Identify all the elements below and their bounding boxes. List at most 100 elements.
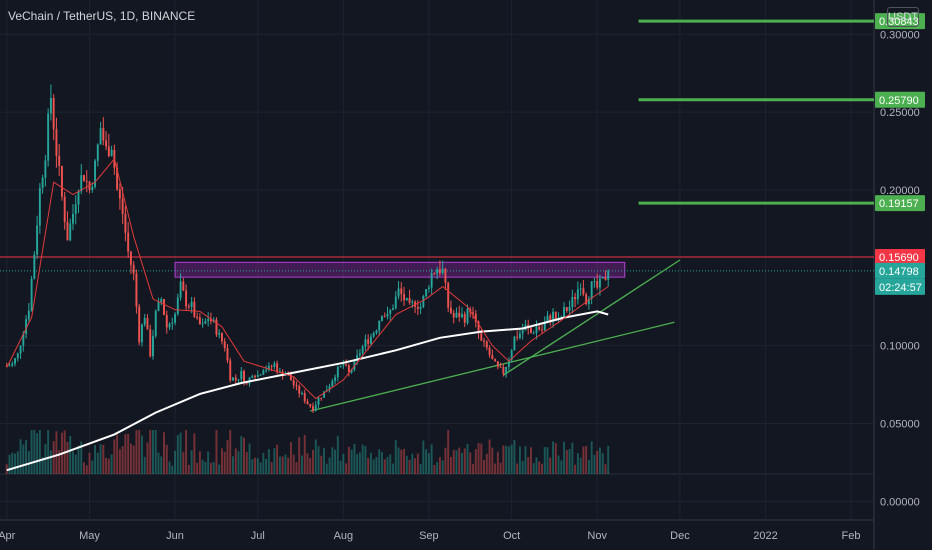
volume-bar (331, 447, 334, 474)
candle-body (49, 98, 52, 114)
candle-body (582, 288, 585, 295)
candle-body (94, 160, 97, 187)
candle-body (196, 316, 199, 318)
candle-body (259, 374, 262, 376)
candle-body (85, 180, 88, 182)
volume-bar (124, 434, 127, 474)
volume-bar (323, 447, 326, 474)
candle-body (427, 287, 430, 290)
volume-bar (160, 456, 163, 474)
time-axis[interactable]: Apr May Jun Jul Aug Sep Oct Nov Dec 2022 Feb (0, 530, 860, 542)
volume-bar (458, 447, 461, 474)
candle-body (472, 312, 474, 314)
candle-body (438, 269, 441, 274)
candle-body (529, 328, 532, 333)
volume-bar (546, 447, 549, 474)
candle-body (549, 315, 552, 321)
volume-bar (394, 439, 397, 474)
volume-bar (524, 446, 527, 474)
volume-bar (135, 430, 138, 474)
volume-bar (127, 433, 130, 474)
candle-body (270, 365, 273, 367)
volume-bar (69, 435, 72, 474)
volume-bar (209, 462, 212, 474)
volume-bar (198, 451, 201, 474)
candle-body (118, 189, 121, 199)
candle-body (179, 281, 182, 298)
candle-body (532, 332, 535, 334)
y-tick-label: 0.25000 (880, 107, 920, 119)
trendline (310, 321, 675, 412)
candle-body (187, 306, 190, 308)
candle-body (163, 299, 165, 315)
volume-bar (505, 445, 508, 474)
volume-bar (83, 462, 85, 474)
volume-bar (96, 452, 99, 474)
candle-body (72, 214, 74, 224)
volume-bar (91, 460, 94, 474)
candle-body (516, 336, 519, 338)
candle-body (587, 298, 590, 305)
candle-body (218, 333, 221, 335)
volume-bar (36, 433, 39, 474)
candle-body (408, 297, 411, 303)
candle-body (314, 404, 317, 411)
volume-bar (85, 465, 88, 474)
candle-body (552, 311, 554, 321)
horizontal-levels-layer (0, 19, 874, 272)
candle-body (58, 155, 61, 166)
price-tags: 0.308430.257900.191570.156900.1479802:24… (875, 13, 925, 295)
candle-body (356, 355, 359, 361)
volume-bar (154, 430, 157, 474)
volume-bar (455, 450, 458, 474)
volume-bar (30, 430, 33, 474)
volume-bar (278, 456, 281, 474)
candle-body (496, 361, 499, 367)
volume-bar (353, 443, 356, 474)
volume-bar (77, 445, 80, 474)
candle-body (466, 308, 469, 323)
countdown-tag: 02:24:57 (879, 282, 922, 294)
candle-body (447, 282, 450, 308)
volume-bar (129, 443, 132, 474)
volume-bar (306, 453, 309, 474)
volume-bar (143, 456, 146, 474)
candle-body (102, 128, 105, 141)
candle-body (124, 214, 127, 233)
candle-body (383, 316, 386, 318)
candle-body (243, 370, 245, 383)
candle-body (596, 281, 599, 288)
volume-bar (240, 436, 243, 474)
volume-bar (276, 444, 279, 474)
volume-bar (466, 443, 469, 474)
candle-body (433, 273, 436, 275)
price-axis[interactable]: 0.30000 0.25000 0.20000 0.10000 0.05000 0.000… (880, 29, 920, 508)
candle-body (132, 264, 135, 274)
candle-body (229, 360, 232, 381)
candle-body (301, 393, 303, 395)
volume-bar (234, 448, 237, 474)
volume-bar (516, 463, 519, 474)
volume-bar (204, 461, 207, 474)
volume-bar (563, 441, 566, 474)
candle-body (25, 319, 28, 334)
volume-bar (463, 448, 466, 474)
candle-body (372, 333, 375, 337)
volume-bar (549, 457, 552, 474)
volume-bar (441, 460, 444, 474)
candle-body (353, 360, 356, 370)
candle-body (477, 321, 480, 334)
volume-bar (433, 464, 436, 474)
currency-button[interactable]: USDT (887, 7, 919, 27)
volume-bar (27, 451, 30, 474)
candle-body (483, 340, 486, 342)
candle-body (171, 322, 174, 324)
volume-bar (284, 454, 287, 474)
volume-bar (237, 451, 240, 474)
candle-body (60, 165, 63, 197)
candle-body (129, 251, 132, 265)
volume-bar (140, 435, 143, 474)
candle-body (369, 336, 372, 344)
